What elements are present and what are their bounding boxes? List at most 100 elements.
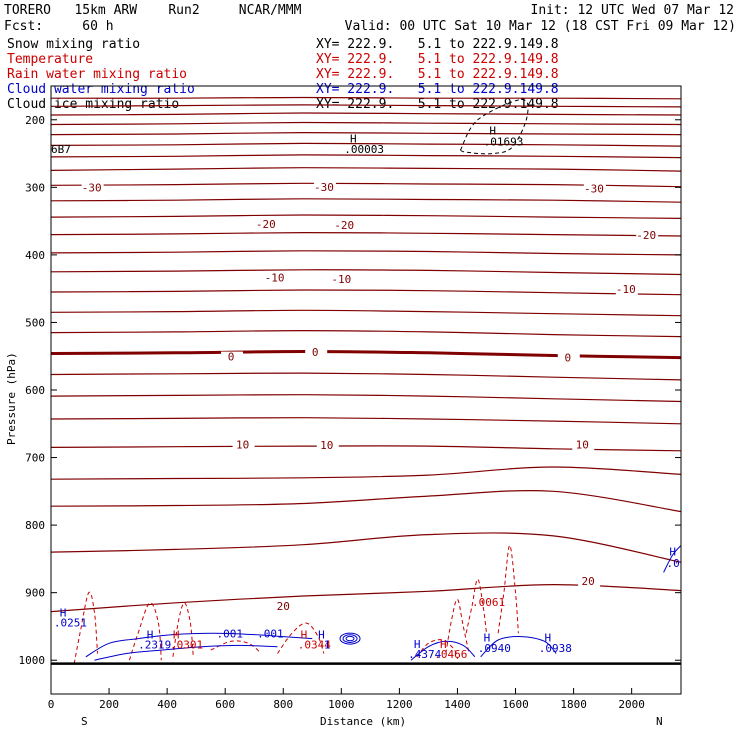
isotherm-line [51,583,681,613]
isotherm-label: 10 [320,439,333,452]
x-end-left-label: S [81,715,88,728]
isotherm-line [51,372,681,381]
header-model: TORERO 15km ARW Run2 NCAR/MMM [4,3,302,18]
x-tick-label: 800 [273,698,293,711]
isotherm-line [51,231,681,237]
cloud-water-ring [339,632,361,645]
isotherm-label-bg [305,346,328,358]
isotherm-label: -10 [616,283,636,296]
isotherm-label: -20 [256,218,276,231]
maxima-label: .2319 [138,639,171,652]
isotherm-label-bg [615,284,638,296]
rain-water-contour [497,544,519,634]
isotherm-line [51,182,681,188]
x-tick-label: 400 [157,698,177,711]
isotherm-label-bg [316,440,339,452]
x-tick-label: 2000 [618,698,645,711]
isotherm-label-bg [313,182,336,194]
legend-temp-name: Temperature [7,52,94,67]
plot-frame [50,85,682,695]
x-tick-label: 1400 [444,698,471,711]
isotherm-label: 0 [312,346,319,359]
isotherm-label: 0 [228,351,235,364]
maxima-label: H [440,638,447,651]
y-tick-label: 400 [25,249,45,262]
isotherm-label-bg [232,439,255,451]
maxima-label: H [60,606,67,619]
isotherm-label-bg [557,352,580,364]
legend-rain-range: XY= 222.9. 5.1 to 222.9.149.8 [316,67,559,82]
snow-mixing-contour [459,98,529,155]
isotherm-label: 0 [564,351,571,364]
maxima-label: 1 [324,639,331,652]
x-tick-label: 1800 [560,698,587,711]
legend-temp-range: XY= 222.9. 5.1 to 222.9.149.8 [316,52,559,67]
maxima-label: .00003 [344,143,384,156]
legend-cloudice-range: XY= 222.9. 5.1 to 222.9.149.8 [316,97,559,112]
isotherm-label-bg [81,182,104,194]
isotherm-label: -20 [334,219,354,232]
plot-area: -30 -30 -30 -20 -20 -20 -10 -10 -10 0 0 0 10 10 10 20 20… [51,96,686,665]
isotherm-line [51,142,681,147]
isotherm-label-bg [331,273,354,285]
isotherm-label: -30 [314,181,334,194]
maxima-label: H [173,629,180,642]
maxima-label: .0344 [298,639,331,652]
x-tick-label: 0 [48,698,55,711]
cloud-water-contour [410,640,476,661]
y-tick-label: 800 [25,519,45,532]
isotherm-line [51,250,681,256]
rain-water-contour [465,578,487,634]
maxima-label: .4374 [408,648,441,661]
cloud-water-contour [94,644,278,661]
rain-water-contour [73,591,98,664]
x-end-right-label: N [656,715,663,728]
isotherm-label: -30 [584,182,604,195]
isotherm-label-bg [264,272,287,284]
isotherm-line [51,532,681,563]
isotherm-line [51,445,681,452]
legend-rain-name: Rain water mixing ratio [7,67,188,82]
y-tick-label: 900 [25,587,45,600]
isotherm-line [51,121,681,126]
y-tick-label: 600 [25,384,45,397]
axes: 0 200 400 600 800 1000 1200 1400 1600 1800 2000200… [19,85,682,711]
maxima-label: H [545,631,552,644]
isotherm-label: 10 [576,438,589,451]
legend-cloudice-name: Cloud ice mixing ratio [7,97,180,112]
x-tick-label: 600 [215,698,235,711]
maxima-label: .0251 [54,616,87,629]
isotherm-line [51,417,681,425]
maxima-label: H [669,546,676,559]
isotherm-label: 20 [581,575,594,588]
maxima-label: .001 [216,627,243,640]
x-tick-label: 1200 [386,698,413,711]
isotherm-line [51,167,681,172]
x-tick-label: 1000 [328,698,355,711]
cloud-water-ring [345,635,355,642]
isotherm-label: -30 [82,182,102,195]
cloud-water-contour [85,632,313,658]
maxima-label: 6B7 [51,143,71,156]
isotherm-label: -10 [331,273,351,286]
maxima-label: H [489,125,496,138]
header-valid: Valid: 00 UTC Sat 10 Mar 12 (18 CST Fri … [344,19,736,34]
maxima-label: .00 [666,557,686,570]
y-tick-label: 700 [25,452,45,465]
maxima-label: .0301 [170,639,203,652]
y-axis-label: Pressure (hPa) [5,352,18,445]
contour-group: -30 -30 -30 -20 -20 -20 -10 -10 -10 0 0 0 10 10 10 20 20… [51,96,686,665]
maxima-label: .01693 [484,135,524,148]
isotherm-label-bg [273,600,296,612]
freezing-level-isotherm [51,349,681,360]
header-init: Init: 12 UTC Wed 07 Mar 12 [530,3,735,18]
y-tick-label: 300 [25,181,45,194]
isotherm-line [51,269,681,276]
isotherm-line [51,309,681,317]
isotherm-label: 20 [277,600,290,613]
cloud-water-ring [342,634,358,643]
rain-water-contour [416,639,458,660]
isotherm-line [51,96,681,100]
cloud-water-contour [663,545,681,573]
